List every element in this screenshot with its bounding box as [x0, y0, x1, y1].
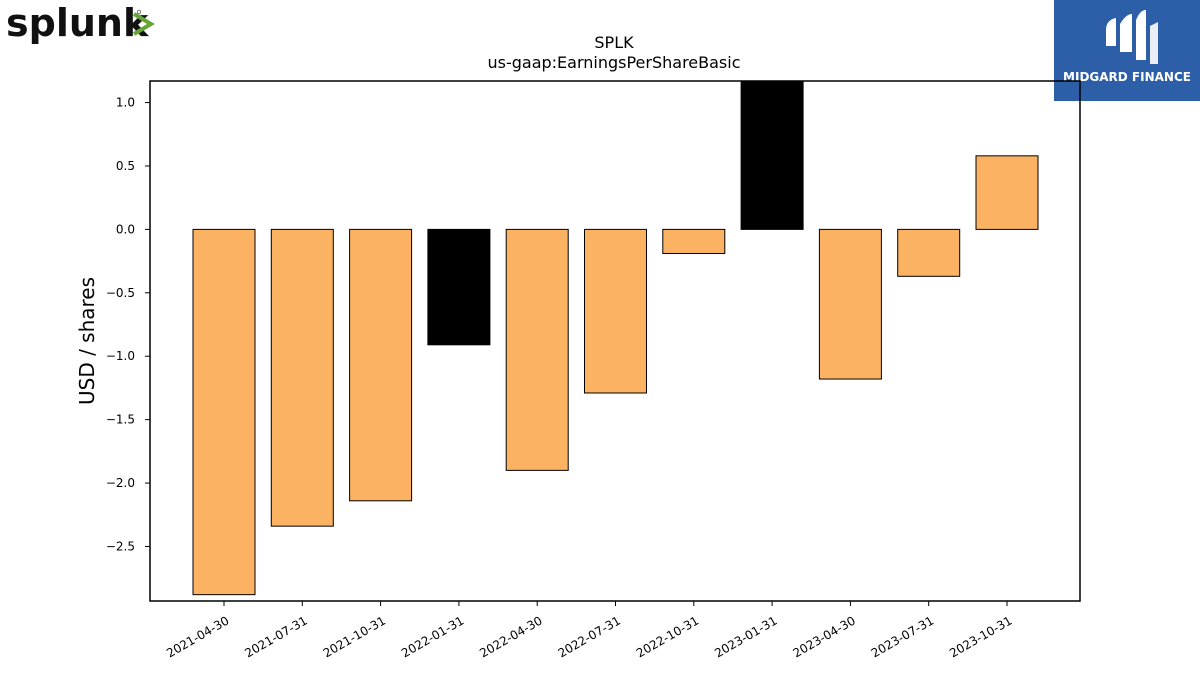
x-tick-label: 2023-10-31: [947, 613, 1014, 660]
x-tick-label: 2021-07-31: [242, 613, 309, 660]
y-tick-label: −1.0: [106, 349, 135, 363]
y-tick-label: 0.5: [116, 159, 135, 173]
bar-2022-04-30: [505, 228, 569, 471]
x-tick-label: 2022-04-30: [477, 613, 544, 660]
y-tick-label: −0.5: [106, 286, 135, 300]
bar-2022-10-31: [662, 228, 726, 254]
midgard-finance-logo: MIDGARD FINANCE: [1054, 0, 1200, 101]
x-tick-label: 2021-10-31: [321, 613, 388, 660]
midgard-mark-icon: [1106, 10, 1158, 64]
x-tick-label: 2023-07-31: [869, 613, 936, 660]
y-tick-label: 0.0: [116, 222, 135, 236]
x-tick-label: 2023-01-31: [712, 613, 779, 660]
bar-2022-07-31: [584, 228, 647, 394]
bar-2022-01-31: [427, 228, 491, 346]
y-tick-label: −2.5: [106, 539, 135, 553]
chevron-right-icon: [132, 12, 155, 36]
x-tick-label: 2022-01-31: [399, 613, 466, 660]
y-tick-label: −2.0: [106, 476, 135, 490]
chart-title: SPLK: [594, 33, 634, 52]
bar-2021-07-31: [270, 228, 334, 527]
x-ticks-group: 2021-04-30 2021-07-31 2021-10-31 2022-01-31…: [164, 601, 1015, 660]
plot-frame: [149, 80, 1081, 602]
y-tick-label: 1.0: [116, 96, 135, 110]
y-tick-label: −1.5: [106, 413, 135, 427]
bar-2021-10-31: [349, 228, 413, 502]
x-tick-label: 2023-04-30: [790, 613, 857, 660]
x-tick-label: 2022-10-31: [634, 613, 701, 660]
chart-subtitle: us-gaap:EarningsPerShareBasic: [487, 53, 740, 72]
bar-2023-10-31: [975, 155, 1039, 230]
bar-2023-04-30: [818, 228, 882, 380]
bar-2023-01-31: [740, 80, 804, 230]
bar-2021-04-30: [192, 228, 256, 596]
splunk-logo: splunk: [6, 0, 166, 54]
y-ticks-group: 1.0 0.5 0.0 −0.5 −1.0 −1.5 −2.0 −2.5: [106, 96, 150, 553]
y-axis-label: USD / shares: [75, 277, 99, 405]
bars-group: [192, 80, 1039, 596]
x-tick-label: 2022-07-31: [556, 613, 623, 660]
splunk-logo-text: splunk: [6, 1, 149, 45]
bar-2023-07-31: [897, 228, 961, 277]
x-tick-label: 2021-04-30: [164, 613, 231, 660]
midgard-logo-text: MIDGARD FINANCE: [1063, 70, 1191, 84]
